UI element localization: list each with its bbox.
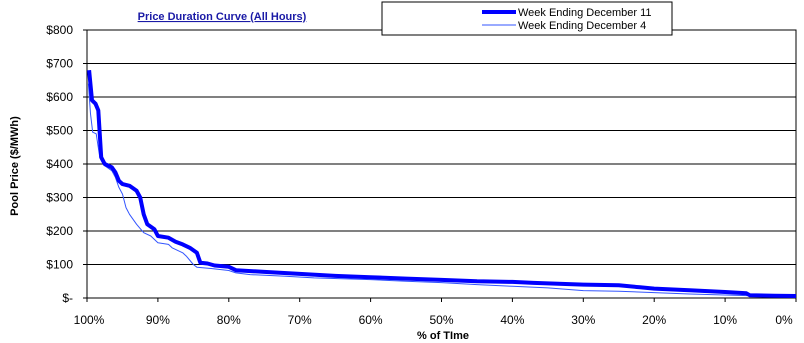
series-layer: [87, 70, 797, 298]
legend: Week Ending December 11 Week Ending Dece…: [381, 1, 673, 36]
y-tick-label: $800: [46, 23, 73, 37]
gridlines: [87, 29, 796, 299]
series-line-1: [87, 83, 797, 297]
y-tick-label: $400: [46, 157, 73, 171]
y-tick-label: $600: [46, 90, 73, 104]
legend-box: [381, 1, 673, 36]
y-tick-label: $300: [46, 191, 73, 205]
x-axis-ticks: 100% 90% 80% 70% 60% 50% 40% 30% 20% 10% 0%: [74, 298, 797, 327]
x-tick-label: 20%: [642, 313, 666, 327]
x-tick-label: 10%: [713, 313, 737, 327]
y-tick-label: $500: [46, 124, 73, 138]
x-tick-label: 60%: [359, 313, 383, 327]
x-tick-label: 50%: [429, 313, 453, 327]
chart-title: Price Duration Curve (All Hours): [138, 11, 307, 23]
x-tick-label: 0%: [775, 313, 793, 327]
x-tick-label: 70%: [288, 313, 312, 327]
y-axis-ticks: $- $100 $200 $300 $400 $500 $600 $700 $800: [46, 23, 87, 305]
legend-label-dec-4: Week Ending December 4: [518, 20, 646, 32]
x-axis-title: % of TIme: [417, 330, 469, 342]
y-tick-label: $-: [62, 291, 73, 305]
x-tick-label: 100%: [74, 313, 105, 327]
y-tick-label: $100: [46, 258, 73, 272]
y-tick-label: $700: [46, 57, 73, 71]
y-tick-label: $200: [46, 224, 73, 238]
x-tick-label: 30%: [571, 313, 595, 327]
series-line-0: [87, 70, 797, 298]
x-tick-label: 40%: [500, 313, 524, 327]
y-axis-title: Pool Price ($/MWh): [9, 116, 21, 216]
x-tick-label: 90%: [146, 313, 170, 327]
x-tick-label: 80%: [217, 313, 241, 327]
legend-label-dec-11: Week Ending December 11: [518, 7, 652, 19]
